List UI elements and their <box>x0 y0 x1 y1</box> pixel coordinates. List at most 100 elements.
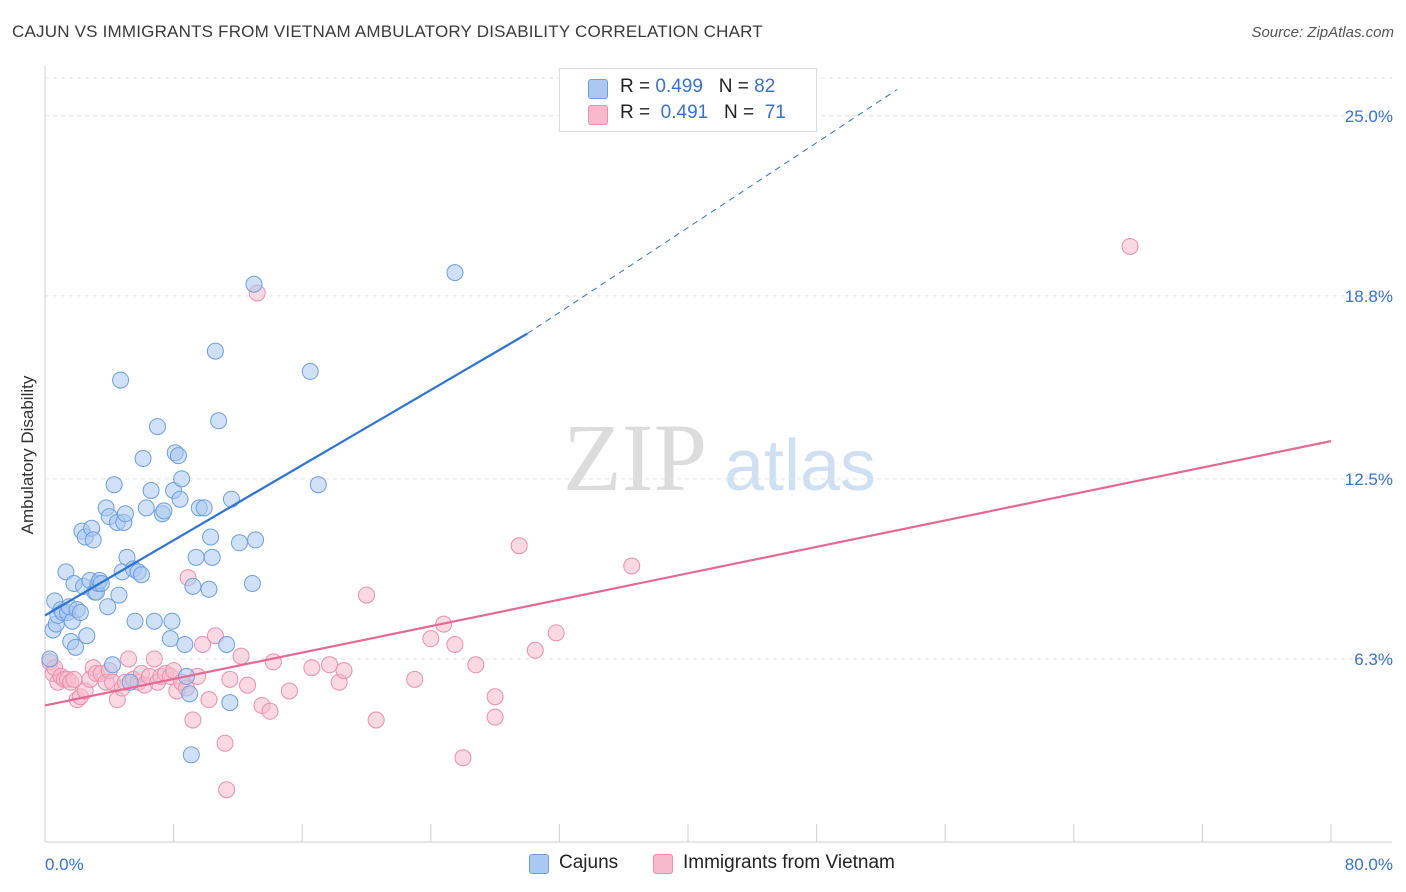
legend-r-value: 0.491 <box>660 102 709 123</box>
vietnam-point <box>454 749 472 767</box>
cajun-point <box>104 656 122 674</box>
vietnam-point <box>547 624 565 642</box>
vietnam-point <box>239 676 257 694</box>
cajun-point <box>149 418 167 436</box>
vietnam-point <box>321 656 339 674</box>
legend-r-label: R = <box>620 102 656 123</box>
cajun-point <box>171 490 189 508</box>
cajun-point <box>206 342 224 360</box>
vietnam-point <box>623 557 641 575</box>
cajun-point <box>446 264 464 282</box>
cajun-trendline-extension <box>526 89 898 335</box>
bottom-legend-label: Cajuns <box>559 852 619 873</box>
cajun-point <box>247 531 265 549</box>
vietnam-trendline <box>44 440 1332 707</box>
cajun-point <box>126 612 144 630</box>
vietnam-point <box>145 650 163 668</box>
cajun-point <box>195 499 213 517</box>
y-tick-label: 6.3% <box>1354 650 1393 669</box>
vietnam-point <box>358 586 375 604</box>
bottom-legend-label: Immigrants from Vietnam <box>683 852 895 873</box>
cajun-point <box>67 638 85 656</box>
watermark-atlas: atlas <box>724 426 876 506</box>
cajun-point <box>222 490 240 508</box>
cajun-point <box>105 476 123 494</box>
vietnam-point <box>184 711 202 729</box>
cajun-point <box>155 502 173 520</box>
vietnam-point <box>216 734 234 752</box>
watermark-zip: ZIP <box>563 404 707 511</box>
cajun-point <box>142 482 160 500</box>
vietnam-point <box>486 688 504 706</box>
cajun-point <box>84 531 102 549</box>
legend-swatch-blue <box>588 79 608 99</box>
cajun-point <box>245 275 263 293</box>
cajun-point <box>200 580 218 598</box>
cajun-point <box>57 563 75 581</box>
vietnam-point <box>510 537 528 555</box>
vietnam-point <box>446 635 464 653</box>
cajun-point <box>132 566 150 584</box>
cajun-point <box>99 598 117 616</box>
cajun-point <box>231 534 249 552</box>
cajun-point <box>176 635 194 653</box>
y-tick-label: 12.5% <box>1345 470 1393 489</box>
cajun-point <box>161 630 179 648</box>
vietnam-point <box>232 647 250 665</box>
y-tick-label: 25.0% <box>1345 107 1393 126</box>
bottom-legend-swatch-pink <box>653 854 673 874</box>
chart-title: CAJUN VS IMMIGRANTS FROM VIETNAM AMBULAT… <box>12 22 763 41</box>
cajun-point <box>78 627 96 645</box>
cajun-point <box>309 476 327 494</box>
cajun-point <box>137 499 155 517</box>
vietnam-point <box>486 708 504 726</box>
legend-r-value: 0.499 <box>655 76 703 97</box>
cajun-trendline <box>44 332 528 617</box>
vietnam-point <box>303 659 321 677</box>
cajun-point <box>187 548 205 566</box>
legend: R = 0.499 N = 82 R = 0.491 N = 71 <box>559 68 817 132</box>
vietnam-point <box>367 711 385 729</box>
cajun-point <box>116 505 134 523</box>
cajun-point <box>173 470 191 488</box>
vietnam-point <box>194 635 212 653</box>
source-label: Source: ZipAtlas.com <box>1251 24 1394 41</box>
cajun-point <box>221 694 239 712</box>
legend-n-value: 71 <box>764 102 786 123</box>
cajun-point <box>182 746 200 764</box>
cajun-point <box>41 650 59 668</box>
vietnam-point <box>526 641 544 659</box>
cajun-point <box>184 577 202 595</box>
vietnam-point <box>280 682 298 700</box>
vietnam-point <box>422 630 440 648</box>
vietnam-point <box>406 670 424 688</box>
vietnam-point <box>335 662 353 680</box>
cajun-point <box>112 371 130 389</box>
cajun-point <box>134 450 152 468</box>
vietnam-point <box>120 650 138 668</box>
cajun-point <box>145 612 163 630</box>
legend-n-label: N = <box>724 102 760 123</box>
vietnam-point <box>206 627 224 645</box>
vietnam-point <box>261 702 279 720</box>
cajun-point <box>301 362 319 380</box>
bottom-legend-swatch-blue <box>529 854 549 874</box>
vietnam-point <box>200 691 218 709</box>
legend-n-value: 82 <box>754 76 776 97</box>
x-tick-label: 80.0% <box>1345 855 1393 874</box>
legend-swatch-pink <box>588 105 608 125</box>
vietnam-point <box>221 670 239 688</box>
cajun-point <box>218 635 236 653</box>
legend-r-label: R = <box>620 76 656 97</box>
cajun-point <box>181 685 199 703</box>
vietnam-point <box>1121 237 1139 255</box>
y-tick-label: 18.8% <box>1345 287 1393 306</box>
vietnam-point <box>218 781 236 799</box>
cajun-point <box>203 548 221 566</box>
cajun-point <box>169 447 187 465</box>
x-tick-label: 0.0% <box>45 855 84 874</box>
cajun-point <box>202 528 220 546</box>
cajun-point <box>71 604 89 622</box>
cajun-point <box>163 612 181 630</box>
